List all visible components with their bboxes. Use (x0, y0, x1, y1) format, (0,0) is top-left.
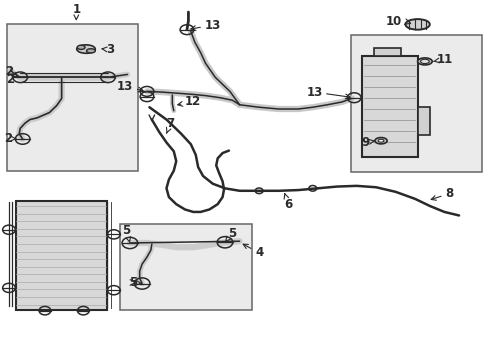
Text: 2: 2 (6, 73, 15, 86)
Text: 13: 13 (190, 19, 220, 32)
Text: 7: 7 (166, 117, 174, 133)
Bar (361, 56, 417, 157)
Text: 13: 13 (305, 86, 349, 99)
Ellipse shape (86, 49, 95, 53)
Bar (120, 224, 251, 310)
Ellipse shape (77, 45, 85, 49)
Text: 5: 5 (225, 226, 236, 242)
Text: 4: 4 (243, 244, 263, 259)
Text: 5: 5 (122, 224, 130, 242)
Text: 10: 10 (385, 15, 401, 28)
Text: 1: 1 (72, 3, 80, 20)
Ellipse shape (374, 138, 386, 144)
Bar (350, 35, 482, 172)
Text: 9: 9 (361, 136, 373, 149)
Ellipse shape (405, 19, 429, 30)
Text: 6: 6 (284, 193, 292, 211)
Text: 2: 2 (5, 66, 18, 78)
Bar (16, 201, 106, 310)
Text: 8: 8 (430, 187, 452, 200)
Bar (6, 24, 138, 171)
Text: 5: 5 (129, 276, 142, 289)
Text: 12: 12 (177, 95, 201, 108)
Bar (417, 107, 429, 135)
Text: 11: 11 (433, 53, 451, 66)
Text: 2: 2 (4, 132, 17, 145)
Ellipse shape (377, 139, 383, 142)
Ellipse shape (417, 58, 431, 65)
Ellipse shape (420, 59, 428, 63)
Text: 13: 13 (117, 80, 143, 93)
Ellipse shape (77, 45, 95, 53)
Text: 3: 3 (102, 43, 114, 56)
Bar (373, 48, 400, 56)
